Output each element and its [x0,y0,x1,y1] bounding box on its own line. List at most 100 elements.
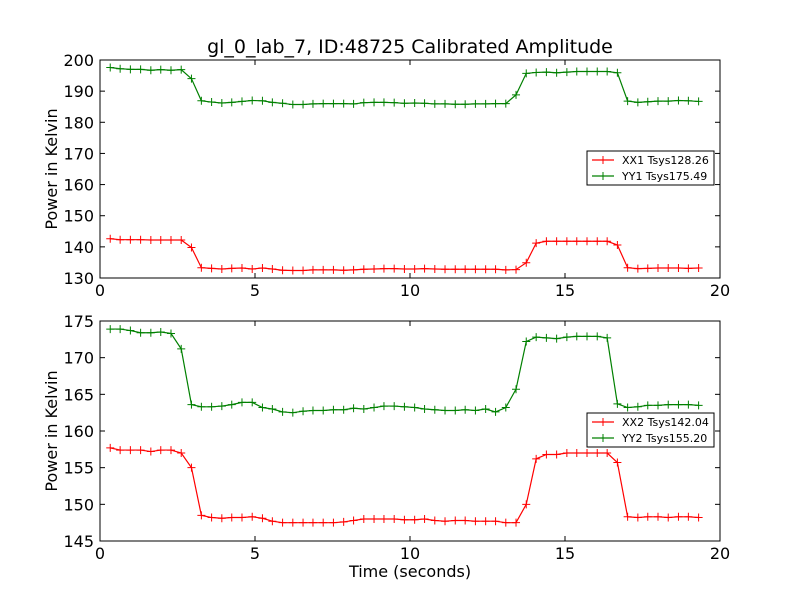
x-tick-label: 0 [95,281,105,300]
data-point [349,516,358,525]
data-point [613,458,622,467]
data-point [308,518,317,527]
data-point [166,236,175,245]
data-point [410,98,419,107]
data-point [593,332,602,341]
data-point [156,446,165,455]
data-point [126,235,135,244]
data-point [654,97,662,106]
data-point [512,265,521,274]
data-point [319,406,328,415]
data-point [430,99,439,108]
data-point [603,333,612,342]
data-point [593,237,602,246]
data-point [674,512,683,521]
data-point [572,449,581,457]
x-tick-label: 20 [710,544,730,563]
data-point [106,63,115,72]
data-point [268,98,277,107]
data-point [156,328,165,336]
data-point [613,68,622,77]
data-point [248,264,257,273]
data-point [237,264,246,273]
data-point [370,515,379,523]
legend-marker [599,156,607,164]
data-point [319,99,328,108]
data-point [136,328,145,337]
data-point [187,243,196,252]
data-point [684,96,693,105]
y-tick-label: 150 [63,207,94,226]
data-point [552,237,561,246]
data-point [126,65,135,74]
data-point [583,332,592,341]
data-point [430,405,439,414]
data-point [299,518,308,527]
data-point [400,264,409,273]
bottom-subplot: 0 5 10 15 20 145 150 155 160 165 170 175 Power in Ke… [42,312,730,581]
data-point [116,64,125,73]
data-point [643,264,652,273]
data-point [308,99,317,108]
y-tick-label: 155 [63,459,94,478]
y-tick-label: 150 [63,495,94,514]
y-tick-label: 165 [63,385,94,404]
data-point [207,402,216,411]
x-tick-label: 20 [710,281,730,300]
data-point [410,515,419,524]
data-point [227,264,236,273]
data-point [654,512,662,521]
data-point [491,99,500,108]
data-point [339,266,348,275]
data-point [613,240,622,249]
data-point [552,68,561,77]
data-point [136,446,145,455]
data-point [136,235,145,244]
data-point [349,265,358,274]
data-point [400,99,409,108]
data-point [329,99,338,108]
data-point [278,99,287,108]
data-point [278,407,287,416]
data-point [664,97,673,106]
data-point [248,96,257,105]
data-point [359,98,368,107]
data-point [674,400,683,409]
data-point [339,99,348,108]
data-point [207,264,216,273]
y-tick-label: 175 [63,312,94,331]
data-point [156,65,165,74]
data-point [461,265,470,274]
data-point [633,402,642,411]
data-point [288,518,297,527]
data-point [299,407,308,416]
data-point [207,513,216,522]
data-point [248,398,257,407]
data-point [481,99,490,108]
x-tick-label: 15 [555,281,575,300]
data-point [268,517,277,526]
data-point [390,98,399,107]
data-point [694,97,703,106]
data-point [441,99,450,108]
data-point [562,68,571,77]
x-tick-label: 5 [250,544,260,563]
data-point [237,97,246,106]
data-point [420,264,429,273]
data-point [268,405,277,413]
data-point [379,515,388,523]
data-point [258,96,267,105]
data-point [400,515,409,524]
data-point [116,235,125,244]
data-point [166,66,175,75]
data-point [197,402,206,411]
data-point [379,402,388,411]
data-point [106,234,115,243]
data-point [217,98,226,107]
data-point [694,264,703,273]
legend-label: XX2 Tsys142.04 [622,416,709,429]
data-point [227,400,236,409]
series-line-1-0 [110,447,699,524]
data-point [623,97,632,106]
data-point [491,265,500,274]
